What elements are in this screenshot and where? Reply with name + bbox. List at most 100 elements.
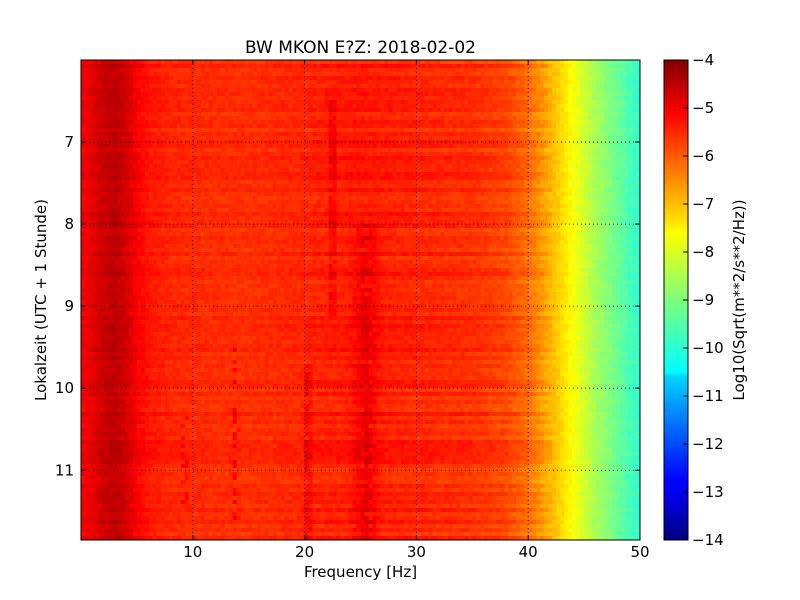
- heatmap-cell: [516, 148, 521, 153]
- heatmap-cell: [372, 92, 378, 97]
- heatmap-cell: [492, 152, 497, 157]
- heatmap-cell: [580, 168, 585, 173]
- heatmap-cell: [264, 108, 270, 113]
- heatmap-cell: [348, 96, 354, 101]
- heatmap-cell: [228, 152, 234, 157]
- heatmap-cell: [200, 188, 206, 193]
- heatmap-cell: [272, 184, 278, 189]
- heatmap-cell: [132, 160, 138, 165]
- heatmap-cell: [136, 88, 142, 93]
- heatmap-cell: [132, 84, 138, 89]
- heatmap-cell: [564, 168, 569, 173]
- heatmap-cell: [108, 128, 114, 133]
- heatmap-cell: [100, 124, 106, 129]
- heatmap-cell: [552, 84, 557, 89]
- heatmap-cell: [128, 168, 134, 173]
- heatmap-cell: [340, 64, 346, 69]
- heatmap-cell: [568, 96, 573, 101]
- heatmap-cell: [344, 144, 350, 149]
- heatmap-cell: [468, 96, 473, 101]
- heatmap-cell: [208, 124, 214, 129]
- heatmap-cell: [336, 68, 342, 73]
- heatmap-cell: [616, 76, 621, 81]
- heatmap-cell: [612, 160, 617, 165]
- heatmap-cell: [144, 60, 150, 65]
- heatmap-cell: [84, 164, 90, 169]
- heatmap-cell: [464, 160, 469, 165]
- heatmap-cell: [280, 184, 286, 189]
- heatmap-cell: [548, 164, 553, 169]
- heatmap-cell: [436, 64, 441, 69]
- heatmap-cell: [404, 104, 410, 109]
- heatmap-cell: [356, 92, 362, 97]
- heatmap-cell: [516, 184, 521, 189]
- heatmap-cell: [144, 152, 150, 157]
- heatmap-cell: [476, 156, 481, 161]
- heatmap-cell: [92, 200, 98, 205]
- heatmap-cell: [204, 144, 210, 149]
- heatmap-cell: [468, 160, 473, 165]
- heatmap-cell: [312, 76, 318, 81]
- heatmap-cell: [412, 88, 417, 93]
- heatmap-cell: [252, 72, 258, 77]
- heatmap-cell: [176, 152, 182, 157]
- heatmap-cell: [140, 120, 146, 125]
- heatmap-cell: [404, 100, 410, 105]
- heatmap-cell: [340, 140, 346, 145]
- heatmap-cell: [304, 164, 310, 169]
- heatmap-cell: [120, 184, 126, 189]
- heatmap-cell: [324, 112, 330, 117]
- heatmap-cell: [572, 180, 577, 185]
- heatmap-cell: [568, 88, 573, 93]
- heatmap-cell: [120, 68, 126, 73]
- heatmap-cell: [636, 108, 640, 113]
- heatmap-cell: [104, 160, 110, 165]
- heatmap-cell: [180, 148, 186, 153]
- heatmap-cell: [224, 184, 230, 189]
- heatmap-cell: [408, 188, 413, 193]
- heatmap-cell: [564, 164, 569, 169]
- heatmap-cell: [348, 192, 354, 197]
- heatmap-cell: [316, 80, 322, 85]
- heatmap-cell: [400, 116, 406, 121]
- heatmap-cell: [456, 192, 461, 197]
- heatmap-cell: [500, 168, 505, 173]
- heatmap-cell: [612, 96, 617, 101]
- heatmap-cell: [292, 64, 298, 69]
- heatmap-cell: [620, 112, 625, 117]
- heatmap-cell: [184, 76, 190, 81]
- heatmap-cell: [324, 196, 330, 201]
- heatmap-cell: [200, 68, 206, 73]
- heatmap-cell: [552, 80, 557, 85]
- heatmap-cell: [516, 160, 521, 165]
- heatmap-cell: [632, 184, 637, 189]
- heatmap-cell: [500, 176, 505, 181]
- heatmap-cell: [476, 176, 481, 181]
- heatmap-cell: [480, 112, 485, 117]
- heatmap-cell: [96, 160, 102, 165]
- heatmap-cell: [348, 72, 354, 77]
- heatmap-cell: [252, 140, 258, 145]
- heatmap-cell: [328, 60, 334, 65]
- heatmap-cell: [264, 172, 270, 177]
- heatmap-cell: [248, 104, 254, 109]
- heatmap-cell: [576, 132, 581, 137]
- heatmap-cell: [512, 196, 517, 201]
- heatmap-cell: [220, 192, 226, 197]
- heatmap-cell: [460, 132, 465, 137]
- heatmap-cell: [444, 136, 449, 141]
- heatmap-cell: [408, 160, 413, 165]
- heatmap-cell: [96, 128, 102, 133]
- heatmap-cell: [348, 128, 354, 133]
- heatmap-cell: [300, 200, 306, 205]
- heatmap-cell: [568, 192, 573, 197]
- heatmap-cell: [504, 100, 509, 105]
- heatmap-cell: [232, 72, 238, 77]
- heatmap-cell: [288, 164, 294, 169]
- heatmap-cell: [320, 84, 326, 89]
- heatmap-cell: [352, 188, 358, 193]
- heatmap-cell: [168, 148, 174, 153]
- heatmap-cell: [272, 76, 278, 81]
- heatmap-cell: [168, 136, 174, 141]
- heatmap-cell: [412, 172, 417, 177]
